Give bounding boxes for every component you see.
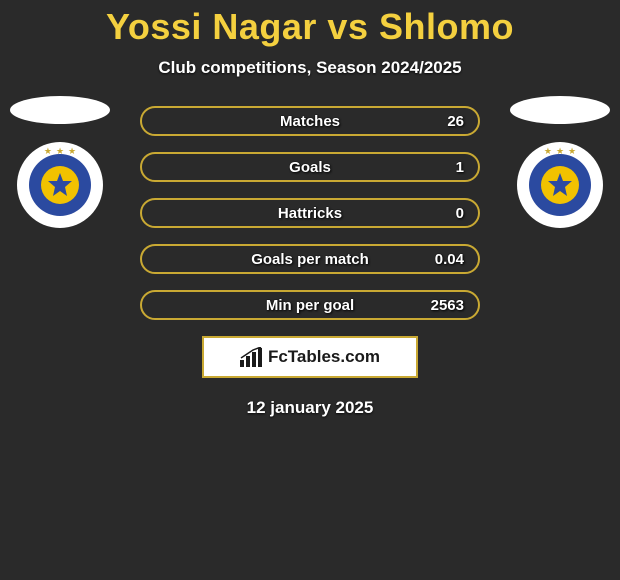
stat-value: 2563 [431,297,464,314]
player-right-silhouette [510,96,610,124]
comparison-panel: ★★★ ★★★ [0,106,620,418]
brand-text: FcTables.com [268,347,380,367]
stat-value: 0 [456,205,464,222]
stat-label: Goals [289,159,331,176]
club-ball-left [41,166,79,204]
stat-row: Goals per match 0.04 [140,244,480,274]
player-left-column: ★★★ [10,96,110,228]
stat-label: Goals per match [251,251,369,268]
star-icon [47,172,73,198]
stat-row: Hattricks 0 [140,198,480,228]
player-left-silhouette [10,96,110,124]
chart-icon [240,347,262,367]
subtitle: Club competitions, Season 2024/2025 [0,58,620,78]
stat-rows: Matches 26 Goals 1 Hattricks 0 Goals per… [140,106,480,320]
brand-badge: FcTables.com [202,336,418,378]
stat-row: Goals 1 [140,152,480,182]
stat-value: 26 [447,113,464,130]
stat-row: Matches 26 [140,106,480,136]
club-ring-left [29,154,91,216]
stat-label: Matches [280,113,340,130]
player-right-column: ★★★ [510,96,610,228]
title-text: Yossi Nagar vs Shlomo [106,6,514,47]
club-badge-left: ★★★ [17,142,103,228]
stat-label: Min per goal [266,297,354,314]
club-ball-right [541,166,579,204]
club-ring-right [529,154,591,216]
date-label: 12 january 2025 [0,398,620,418]
club-badge-right: ★★★ [517,142,603,228]
stat-label: Hattricks [278,205,342,222]
page-title: Yossi Nagar vs Shlomo [0,0,620,48]
stat-value: 0.04 [435,251,464,268]
stat-value: 1 [456,159,464,176]
star-icon [547,172,573,198]
stat-row: Min per goal 2563 [140,290,480,320]
